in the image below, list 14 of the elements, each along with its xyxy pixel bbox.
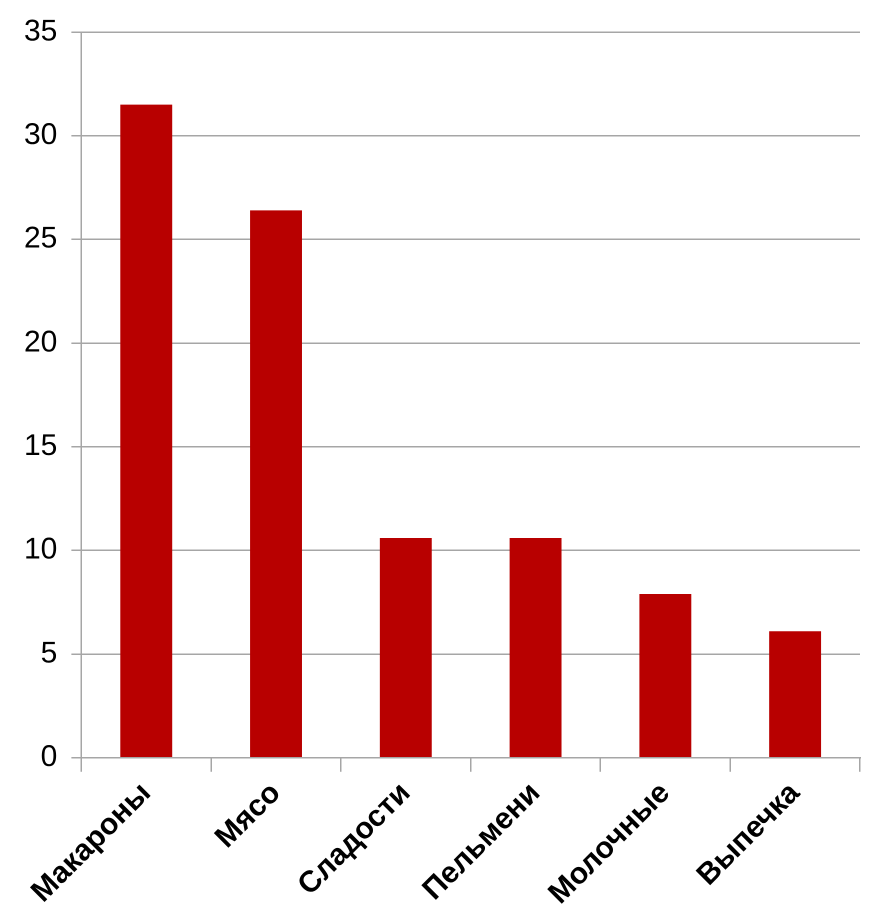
bar: [380, 538, 432, 758]
y-tick-label: 0: [40, 740, 58, 774]
y-tick-label: 30: [24, 118, 58, 151]
bar: [769, 631, 822, 758]
y-tick-label: 20: [24, 325, 58, 358]
bar: [250, 210, 302, 758]
bar: [639, 594, 692, 758]
y-tick-label: 5: [40, 636, 58, 670]
y-tick-label: 10: [24, 532, 58, 566]
bar: [120, 104, 172, 758]
y-tick-label: 35: [24, 14, 58, 48]
y-tick-label: 25: [24, 222, 58, 255]
bar: [510, 538, 562, 758]
y-tick-label: 15: [24, 428, 58, 462]
